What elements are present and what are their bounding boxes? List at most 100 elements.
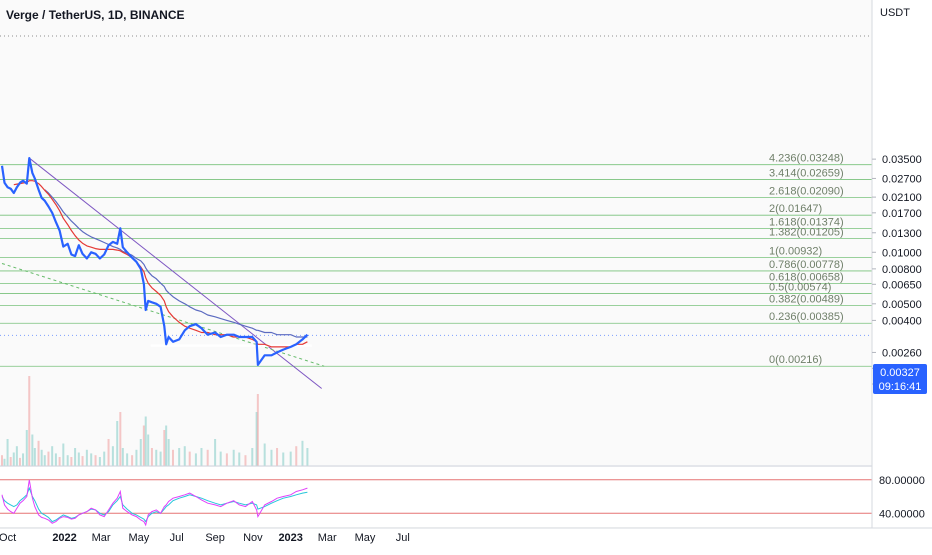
volume-bar: [147, 434, 150, 466]
volume-bar: [103, 451, 106, 466]
last-price-label: 0.00327 09:16:41: [873, 364, 927, 394]
volume-bar: [74, 448, 77, 466]
fib-level-label: 2(0.01647): [769, 203, 822, 215]
volume-bar: [289, 451, 292, 466]
volume-bar: [238, 452, 241, 466]
fib-level-label: 2.618(0.02090): [769, 185, 844, 197]
volume-bar: [139, 439, 142, 466]
volume-bar: [6, 439, 9, 466]
volume-bar: [194, 453, 197, 466]
volume-bar: [33, 448, 36, 466]
rsi-line: [1, 479, 308, 527]
volume-bar: [150, 448, 153, 466]
price-tick-label: 0.00800: [882, 264, 922, 276]
fib-level-label: 0.618(0.00658): [769, 271, 844, 283]
volume-bar: [66, 455, 69, 466]
volume-bar: [12, 452, 15, 466]
time-tick-label: 2022: [52, 532, 76, 544]
fib-level-label: 0.786(0.00778): [769, 259, 844, 271]
volume-bar: [276, 448, 279, 466]
volume-bar: [165, 425, 168, 466]
volume-bar: [301, 440, 304, 466]
volume-bar: [255, 412, 258, 466]
volume-bar: [3, 458, 6, 466]
volume-bar: [167, 439, 170, 466]
last-price-badge: [873, 364, 927, 394]
volume-bar: [98, 457, 101, 466]
volume-bar: [107, 439, 110, 466]
fib-level-label: 1.382(0.01205): [769, 226, 844, 238]
time-tick-label: Mar: [318, 532, 337, 544]
volume-bar: [270, 449, 273, 466]
volume-bar: [1, 455, 3, 466]
volume-bar: [142, 425, 145, 466]
volume-bar: [256, 394, 259, 466]
volume-bar: [58, 457, 61, 466]
volume-bar: [81, 456, 84, 466]
volume-bar: [232, 449, 235, 466]
grid-lines: [0, 35, 872, 336]
volume-bar: [119, 412, 122, 466]
volume-bar: [77, 452, 80, 466]
time-axis[interactable]: Oct 2022 Mar May Jul Sep Nov 2023 Mar May Jul: [0, 532, 410, 544]
fib-level-label: 0(0.00216): [769, 354, 822, 366]
volume-bar: [90, 453, 93, 466]
slow-moving-average-line: [44, 189, 308, 338]
indicator-tick-label: 40.00000: [879, 508, 925, 520]
volume-bar: [31, 434, 34, 466]
volume-bar: [43, 455, 46, 466]
indicator-background: [0, 467, 872, 527]
volume-bar: [22, 453, 25, 466]
time-tick-label: Jul: [170, 532, 184, 544]
volume-bar: [251, 448, 254, 466]
volume-bar: [62, 443, 65, 466]
fib-level-label: 1.618(0.01374): [769, 217, 844, 229]
volume-bar: [37, 440, 40, 466]
time-tick-label: Oct: [0, 532, 16, 544]
volume-bar: [121, 448, 124, 466]
volume-bar: [116, 421, 119, 466]
volume-bar: [263, 443, 266, 466]
volume-bar: [111, 446, 114, 466]
volume-bar: [9, 457, 12, 466]
volume-bar: [47, 451, 50, 466]
price-tick-label: 0.00400: [882, 315, 922, 327]
volume-bar: [282, 452, 285, 466]
price-tick-label: 0.02100: [882, 192, 922, 204]
volume-bar: [183, 446, 186, 466]
price-axis-unit: USDT: [880, 7, 910, 19]
volume-bar: [131, 455, 134, 466]
volume-bar: [85, 449, 88, 466]
stochastic-line: [1, 486, 308, 523]
volume-bar: [306, 448, 309, 466]
price-tick-label: 0.00260: [882, 347, 922, 359]
time-tick-label: Jul: [396, 532, 410, 544]
volume-bar: [171, 449, 174, 466]
price-line: [0, 157, 309, 366]
volume-bar: [40, 449, 43, 466]
price-tick-label: 0.00650: [882, 279, 922, 291]
volume-bar: [214, 439, 217, 466]
volume-bar: [155, 449, 158, 466]
volume-bar: [135, 449, 138, 466]
time-tick-label: May: [355, 532, 376, 544]
fib-level-label: 0.5(0.00574): [769, 282, 831, 294]
chart-title: Verge / TetherUS, 1D, BINANCE: [6, 8, 185, 22]
volume-bar: [25, 430, 28, 466]
price-tick-label: 0.00500: [882, 299, 922, 311]
time-tick-label: May: [129, 532, 150, 544]
volume-bar: [159, 451, 162, 466]
indicator-tick-label: 80.00000: [879, 475, 925, 487]
volume-bar: [200, 448, 203, 466]
volume-bar: [163, 430, 166, 466]
volume-bar: [188, 451, 191, 466]
plot-area: [0, 0, 872, 528]
volume-bar: [178, 448, 181, 466]
volume-bar: [28, 376, 31, 466]
fib-level-label: 0.382(0.00489): [769, 293, 844, 305]
price-tick-label: 0.01000: [882, 247, 922, 259]
fib-level-label: 4.236(0.03248): [769, 153, 844, 165]
price-tick-label: 0.01700: [882, 208, 922, 220]
